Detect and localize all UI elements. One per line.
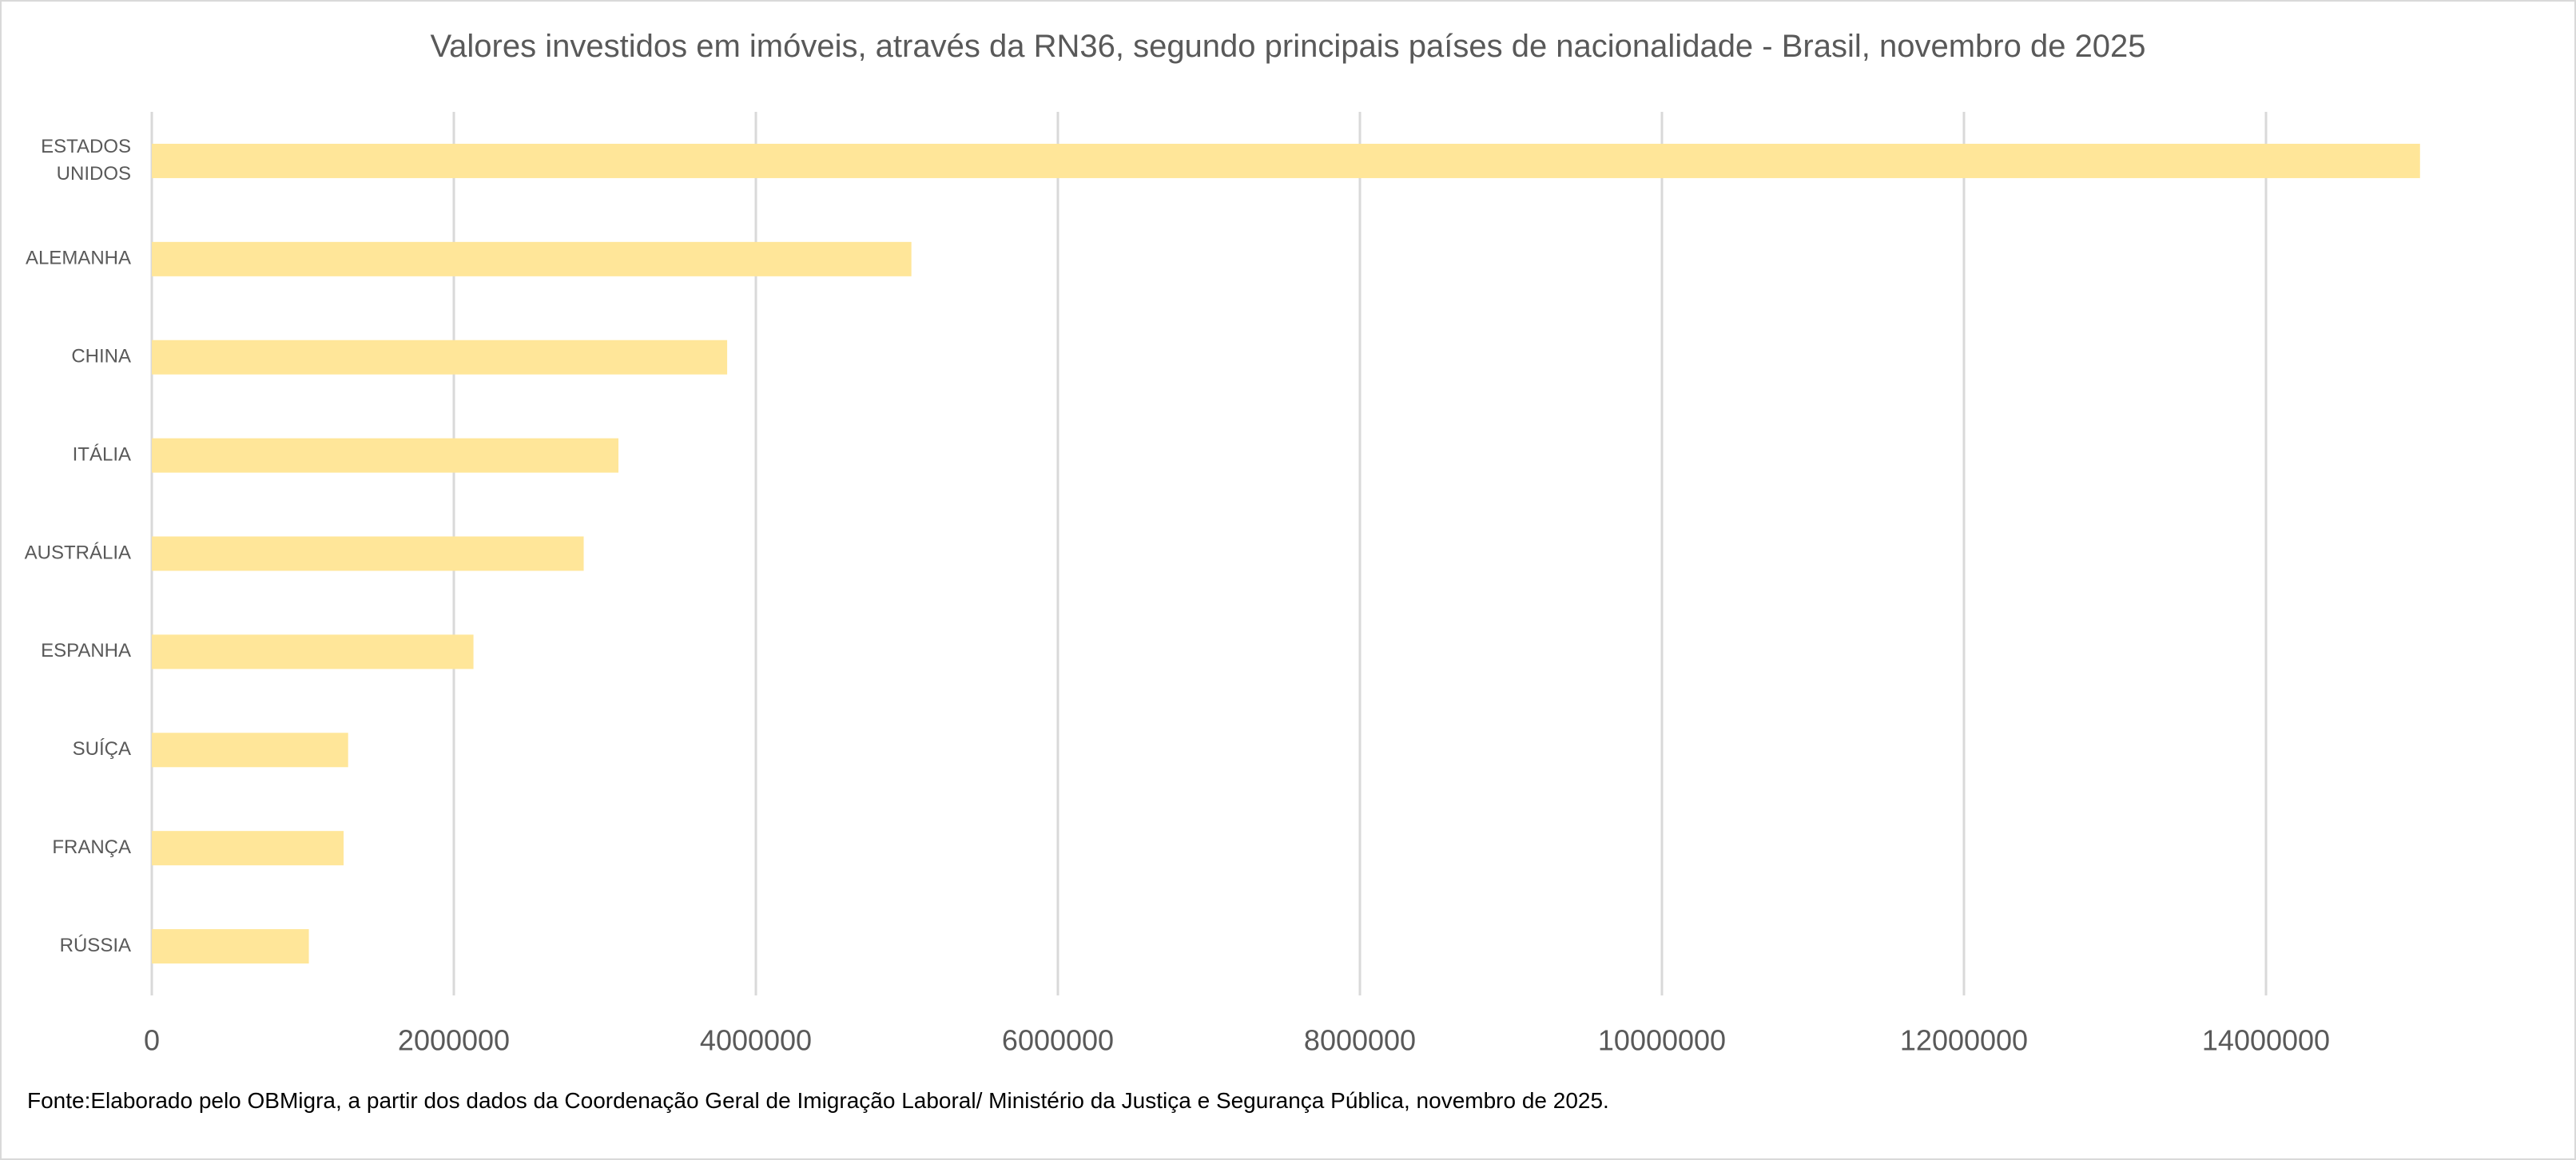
category-label: SUÍÇA	[73, 738, 131, 760]
x-tick-label: 10000000	[1598, 1024, 1726, 1057]
category-label: FRANÇA	[52, 836, 131, 858]
bar-austrália	[152, 536, 584, 571]
x-tick-label: 8000000	[1304, 1024, 1416, 1057]
bar-china	[152, 340, 728, 375]
x-tick-label: 4000000	[700, 1024, 812, 1057]
category-label: CHINA	[71, 346, 131, 367]
category-label: UNIDOS	[57, 163, 131, 185]
category-label: ITÁLIA	[73, 443, 131, 465]
bar-alemanha	[152, 241, 912, 276]
bar-frança	[152, 831, 344, 866]
bar-suíça	[152, 733, 348, 768]
category-label: RÚSSIA	[60, 935, 131, 956]
category-label: ALEMANHA	[26, 248, 131, 269]
category-label: ESTADOS	[41, 136, 131, 157]
x-tick-label: 0	[144, 1024, 160, 1057]
chart-title: Valores investidos em imóveis, através d…	[430, 29, 2146, 64]
bar-espanha	[152, 634, 474, 669]
bar-rússia	[152, 929, 309, 964]
x-tick-label: 6000000	[1002, 1024, 1114, 1057]
x-tick-label: 14000000	[2202, 1024, 2330, 1057]
category-label: AUSTRÁLIA	[25, 542, 131, 563]
category-label: ESPANHA	[41, 640, 131, 661]
bar-estados-unidos	[152, 143, 2420, 178]
source-note: Fonte:Elaborado pelo OBMigra, a partir d…	[27, 1088, 1609, 1113]
bar-itália	[152, 438, 619, 473]
x-tick-label: 12000000	[1900, 1024, 2028, 1057]
x-tick-label: 2000000	[398, 1024, 510, 1057]
